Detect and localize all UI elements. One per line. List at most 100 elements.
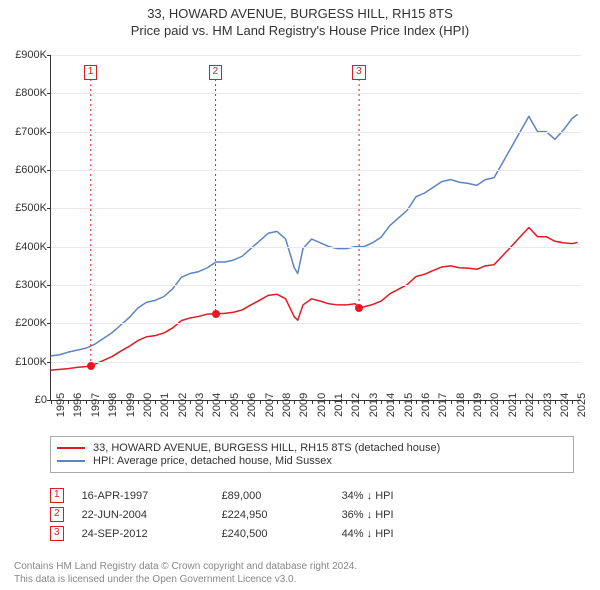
title-sub: Price paid vs. HM Land Registry's House … [0,23,600,38]
x-axis-label: 2011 [333,393,345,417]
sales-table: 1 16-APR-1997 £89,000 34% ↓ HPI 2 22-JUN… [50,484,570,545]
chart-container: { "title": { "main": "33, HOWARD AVENUE,… [0,0,600,590]
x-axis-label: 2001 [159,393,171,417]
x-axis-label: 2010 [316,393,328,417]
y-tick [47,55,51,56]
x-axis-label: 2020 [489,393,501,417]
x-axis-label: 2016 [420,393,432,417]
x-tick [207,400,208,404]
y-tick [47,132,51,133]
legend-label: HPI: Average price, detached house, Mid … [93,455,332,467]
x-tick [312,400,313,404]
x-tick [51,400,52,404]
x-axis-label: 2023 [542,393,554,417]
sale-price: £224,950 [222,509,342,521]
y-axis-label: £0 [35,394,47,406]
x-axis-label: 2004 [211,393,223,417]
sale-marker-box: 3 [352,65,366,80]
sale-diff: 34% ↓ HPI [342,490,482,502]
x-tick [468,400,469,404]
x-axis-label: 2005 [229,393,241,417]
legend-row: HPI: Average price, detached house, Mid … [57,455,567,467]
x-tick [225,400,226,404]
x-axis-label: 1999 [125,393,137,417]
x-axis-label: 2017 [437,393,449,417]
sale-dot [87,362,95,370]
x-tick [485,400,486,404]
x-axis-label: 1998 [107,393,119,417]
x-tick [173,400,174,404]
x-axis-label: 2003 [194,393,206,417]
x-tick [520,400,521,404]
sale-price: £89,000 [222,490,342,502]
x-axis-label: 2013 [368,393,380,417]
sale-diff: 44% ↓ HPI [342,528,482,540]
x-tick [242,400,243,404]
gridline [51,285,581,286]
series-price_paid [51,228,578,371]
gridline [51,323,581,324]
x-tick [294,400,295,404]
legend-swatch [57,460,85,462]
legend-row: 33, HOWARD AVENUE, BURGESS HILL, RH15 8T… [57,442,567,454]
gridline [51,132,581,133]
sale-price: £240,500 [222,528,342,540]
x-axis-label: 1997 [90,393,102,417]
y-tick [47,93,51,94]
x-axis-label: 2025 [576,393,588,417]
x-axis-label: 2021 [507,393,519,417]
x-tick [138,400,139,404]
x-tick [416,400,417,404]
y-tick [47,323,51,324]
footer: Contains HM Land Registry data © Crown c… [14,560,357,586]
x-axis-label: 2018 [455,393,467,417]
x-axis-label: 2012 [350,393,362,417]
x-tick [555,400,556,404]
x-tick [103,400,104,404]
x-tick [451,400,452,404]
sale-date: 24-SEP-2012 [82,528,222,540]
x-tick [364,400,365,404]
y-tick [47,285,51,286]
sale-date: 16-APR-1997 [82,490,222,502]
sale-dot [355,304,363,312]
y-axis-label: £400K [15,241,47,253]
x-axis-label: 2000 [142,393,154,417]
y-axis-label: £600K [15,164,47,176]
x-tick [346,400,347,404]
legend-label: 33, HOWARD AVENUE, BURGESS HILL, RH15 8T… [93,442,440,454]
x-axis-label: 2022 [524,393,536,417]
sale-marker-box: 2 [209,65,223,80]
chart-area: £0£100K£200K£300K£400K£500K£600K£700K£80… [50,55,581,401]
x-axis-label: 1995 [55,393,67,417]
y-tick [47,170,51,171]
x-axis-label: 2015 [403,393,415,417]
gridline [51,208,581,209]
x-axis-label: 2019 [472,393,484,417]
sale-row: 1 16-APR-1997 £89,000 34% ↓ HPI [50,488,570,503]
gridline [51,362,581,363]
x-tick [572,400,573,404]
footer-line: Contains HM Land Registry data © Crown c… [14,560,357,573]
y-tick [47,208,51,209]
sale-dot [212,310,220,318]
y-axis-label: £800K [15,87,47,99]
footer-line: This data is licensed under the Open Gov… [14,573,357,586]
x-axis-label: 2009 [298,393,310,417]
x-tick [190,400,191,404]
gridline [51,170,581,171]
x-axis-label: 2002 [177,393,189,417]
y-axis-label: £500K [15,202,47,214]
x-tick [121,400,122,404]
y-tick [47,247,51,248]
title-main: 33, HOWARD AVENUE, BURGESS HILL, RH15 8T… [0,6,600,21]
x-tick [86,400,87,404]
x-tick [538,400,539,404]
x-axis-label: 2007 [264,393,276,417]
y-tick [47,362,51,363]
title-block: 33, HOWARD AVENUE, BURGESS HILL, RH15 8T… [0,0,600,38]
x-tick [277,400,278,404]
sale-row: 2 22-JUN-2004 £224,950 36% ↓ HPI [50,507,570,522]
sale-marker-box: 1 [84,65,98,80]
x-tick [433,400,434,404]
